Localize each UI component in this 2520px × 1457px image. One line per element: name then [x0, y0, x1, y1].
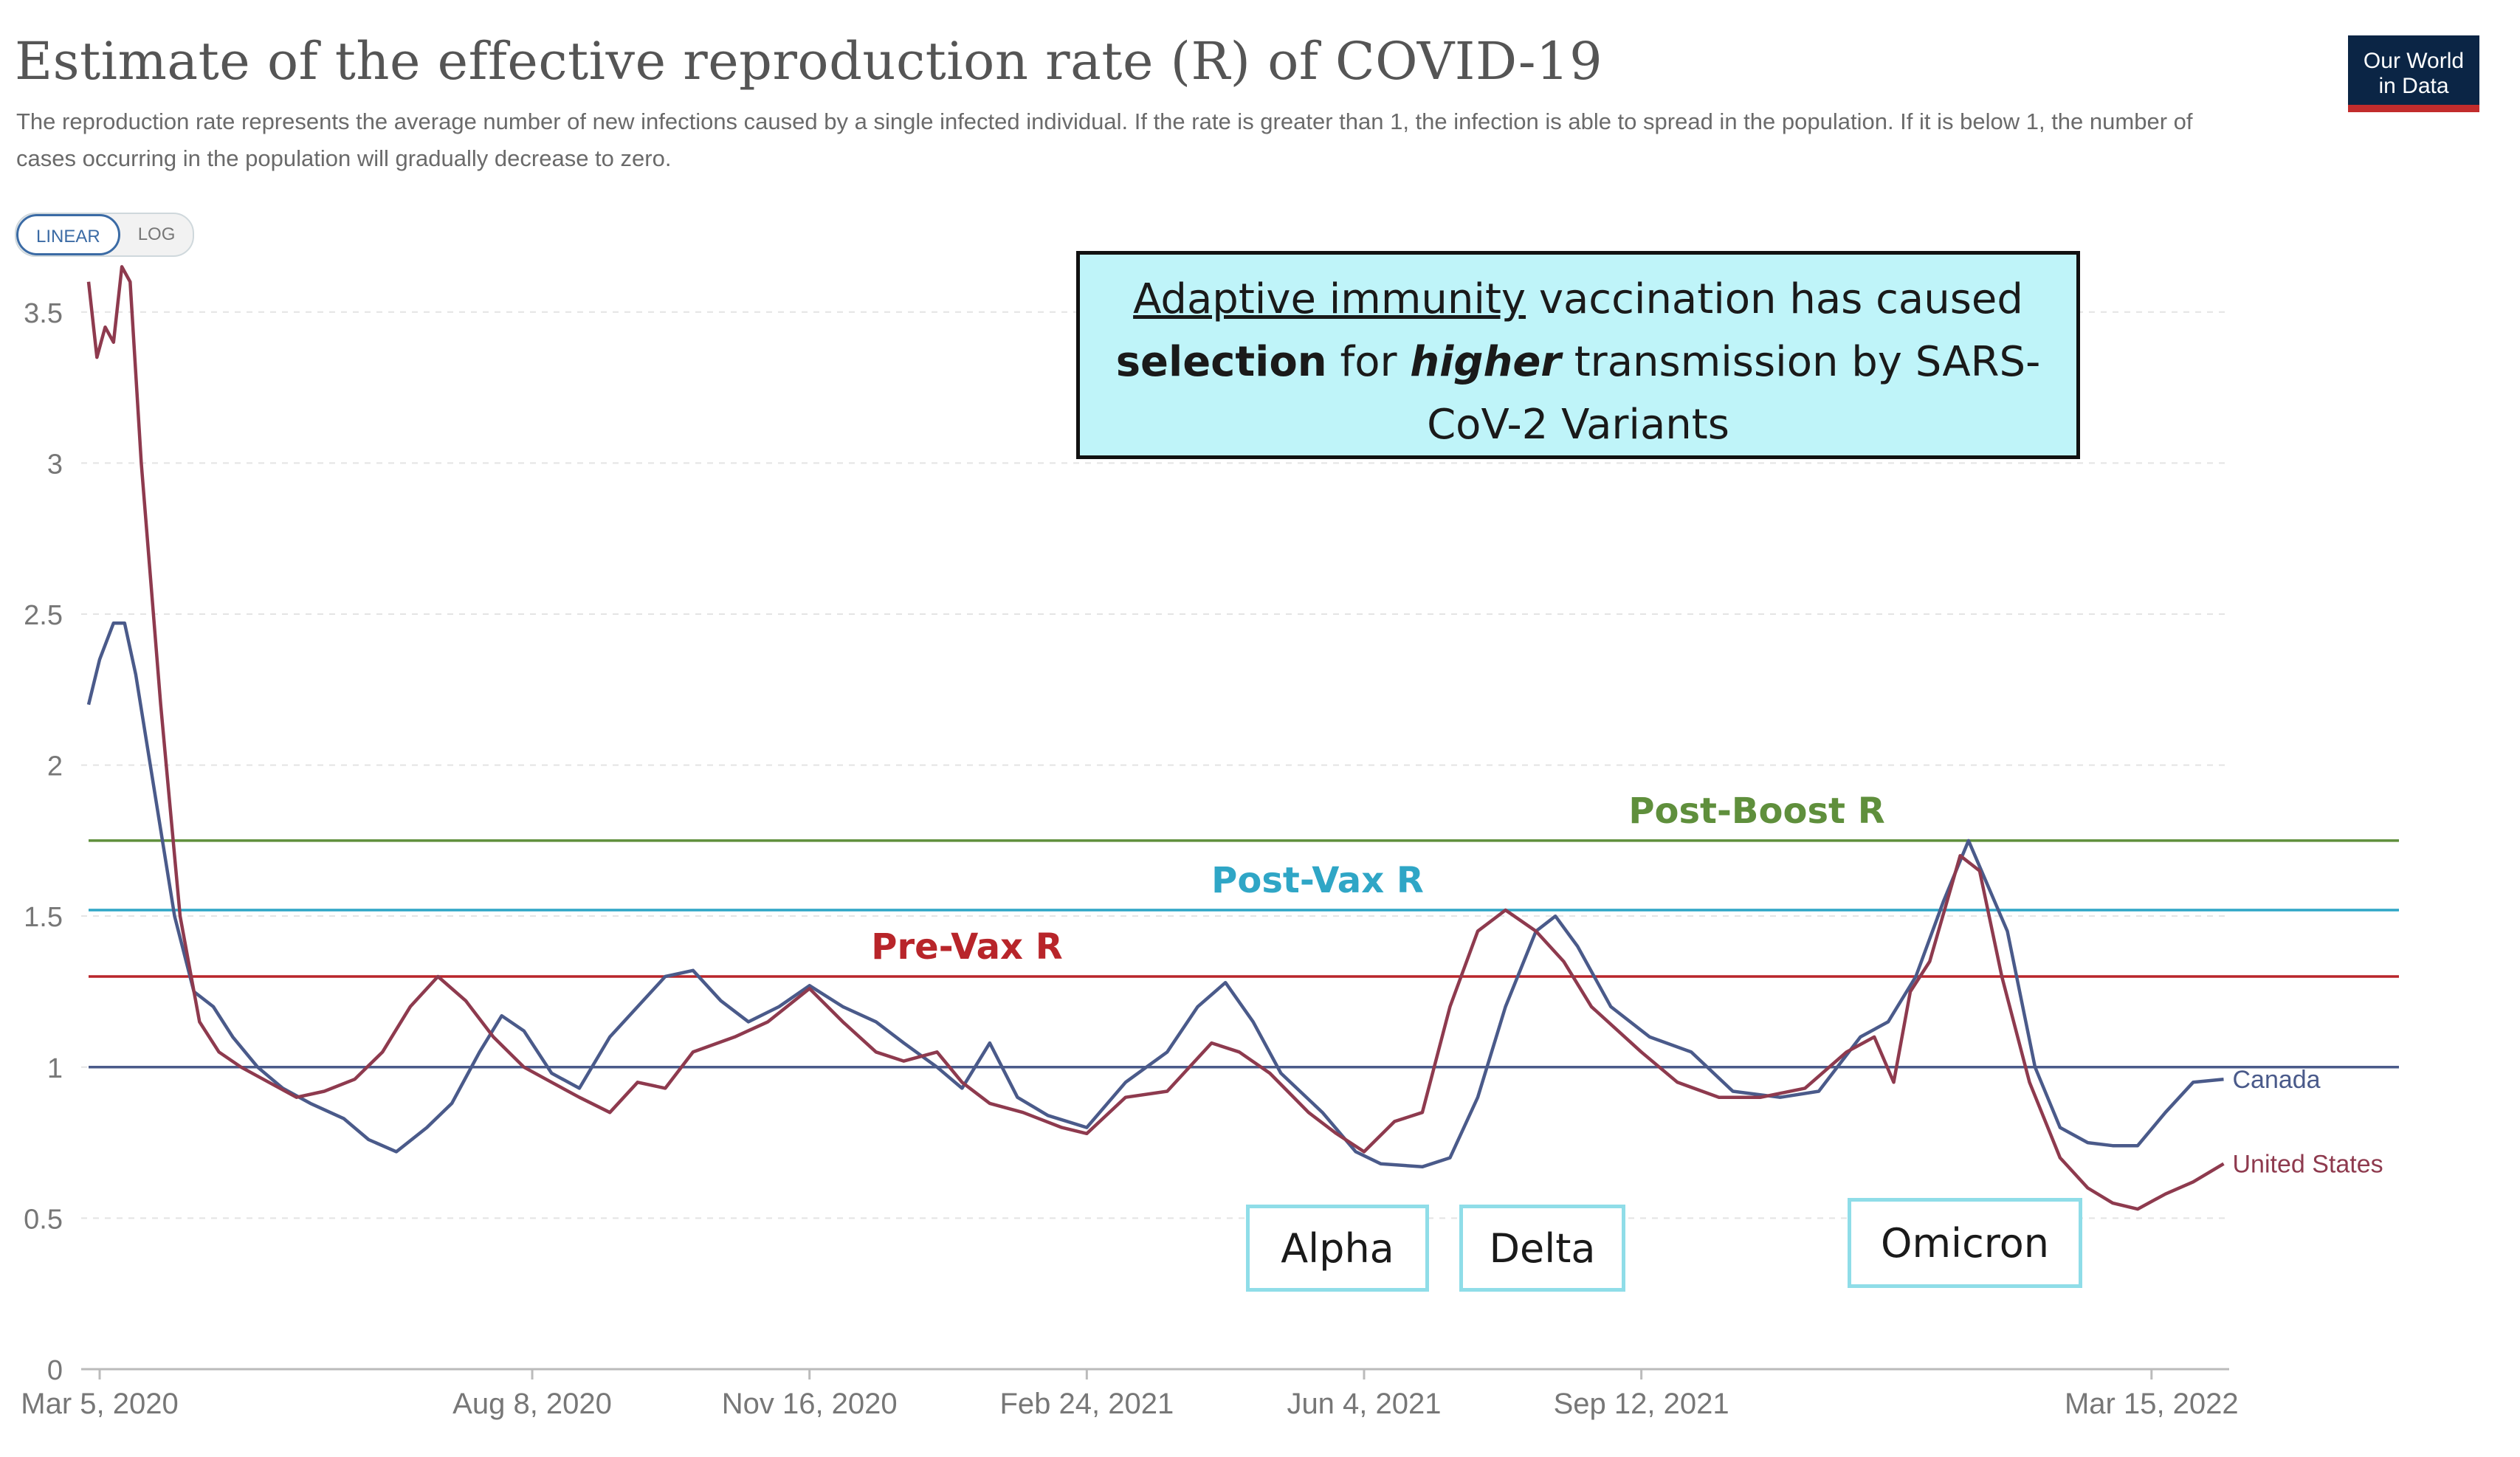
- y-tick-label: 1: [47, 1053, 63, 1084]
- chart-subtitle: The reproduction rate represents the ave…: [16, 108, 2193, 171]
- callout-bold-text: selection: [1115, 338, 1327, 386]
- y-tick-label: 2: [47, 751, 63, 782]
- reference-line-label: Post-Vax R: [1211, 860, 1424, 901]
- y-tick-label: 3.5: [24, 298, 63, 329]
- variant-label-alpha: Alpha: [1246, 1205, 1429, 1292]
- series-line: [86, 621, 2224, 1169]
- callout-text: for: [1326, 338, 1411, 386]
- y-tick-label: 3: [47, 449, 63, 480]
- callout-text: transmission by SARS-CoV-2 Variants: [1427, 338, 2041, 449]
- log-scale-button[interactable]: LOG: [137, 224, 176, 244]
- scale-toggle: LINEAR LOG: [15, 213, 195, 257]
- y-tick-label: 1.5: [24, 902, 63, 933]
- reference-lines-layer: Post-Boost R Post-Vax R Pre-Vax R: [89, 790, 2399, 1069]
- logo-line-1: Our World: [2363, 49, 2465, 73]
- axis-layer: 0 0.5 1 1.5 2 2.5 3 3.5 Mar 5, 2020 Aug 8, 2020 No…: [21, 298, 2238, 1420]
- our-world-in-data-logo[interactable]: Our World in Data: [2348, 35, 2479, 112]
- x-tick-label: Nov 16, 2020: [722, 1388, 898, 1420]
- callout-text: vaccination has caused: [1526, 275, 2023, 323]
- series-layer: Canada United States: [86, 265, 2383, 1211]
- y-tick-label: 2.5: [24, 600, 63, 631]
- x-tick-label: Sep 12, 2021: [1554, 1388, 1729, 1420]
- reference-line-label: Post-Boost R: [1628, 790, 1884, 832]
- x-tick-label: Aug 8, 2020: [452, 1388, 612, 1420]
- x-tick-label: Mar 5, 2020: [21, 1388, 178, 1420]
- chart-title: Estimate of the effective reproduction r…: [15, 31, 1603, 92]
- series-end-label: United States: [2232, 1151, 2383, 1179]
- callout-bold-italic-text: higher: [1410, 338, 1561, 386]
- logo-line-2: in Data: [2378, 74, 2449, 98]
- variant-label-delta: Delta: [1459, 1205, 1625, 1292]
- y-tick-label: 0: [47, 1355, 63, 1386]
- series-line: [86, 265, 2225, 1211]
- callout-underlined-text: Adaptive immunity: [1133, 275, 1526, 323]
- annotation-callout: Adaptive immunity vaccination has caused…: [1076, 251, 2080, 459]
- y-tick-label: 0.5: [24, 1204, 63, 1235]
- linear-scale-button[interactable]: LINEAR: [16, 214, 120, 255]
- x-tick-label: Mar 15, 2022: [2065, 1388, 2239, 1420]
- series-end-label: Canada: [2232, 1066, 2320, 1094]
- variant-label-omicron: Omicron: [1848, 1198, 2082, 1288]
- x-tick-label: Feb 24, 2021: [999, 1388, 1174, 1420]
- x-tick-label: Jun 4, 2021: [1287, 1388, 1441, 1420]
- reference-line-label: Pre-Vax R: [871, 926, 1062, 968]
